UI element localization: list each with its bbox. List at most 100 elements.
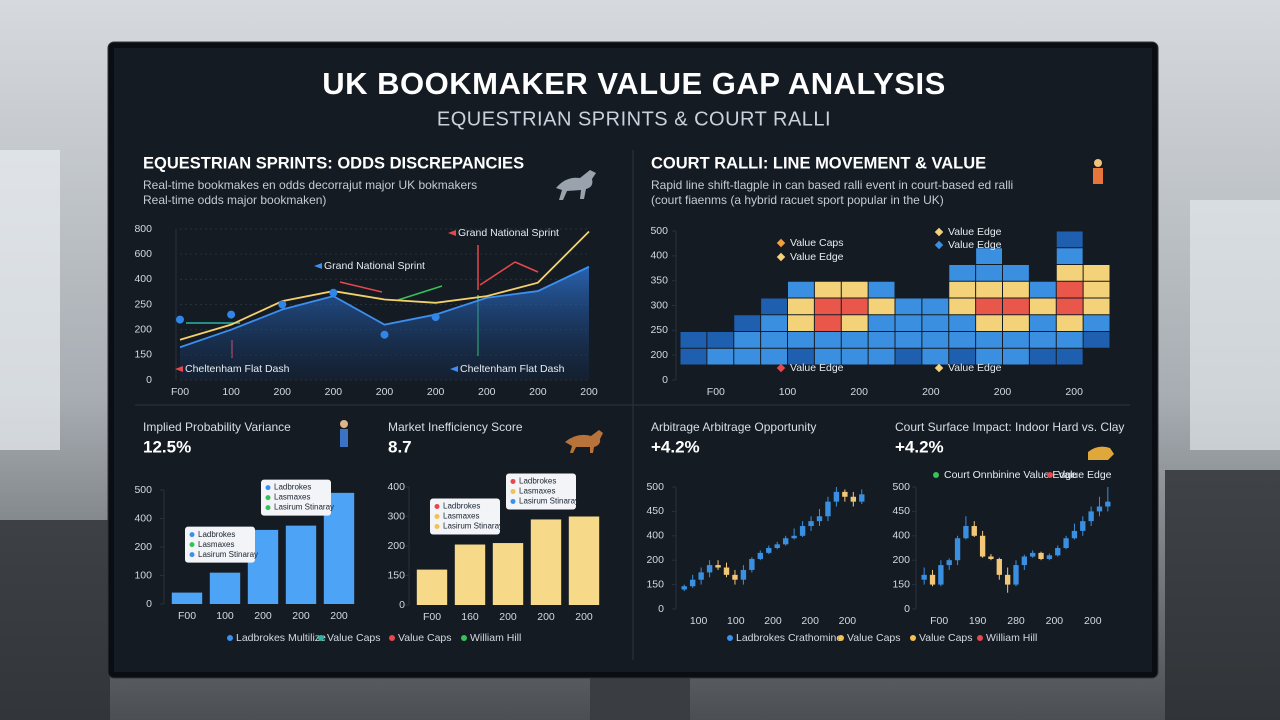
- x-tick-label: 200: [325, 386, 343, 398]
- legend-label: Value Edge: [948, 239, 1002, 251]
- cat-icon: [1088, 446, 1114, 460]
- horse-icon: [565, 430, 603, 453]
- candle-body: [681, 586, 687, 590]
- x-tick-label: 200: [994, 386, 1012, 398]
- heat-cell: [1003, 281, 1029, 298]
- x-tick-label: 200: [529, 386, 547, 398]
- heat-cell: [1056, 231, 1083, 248]
- x-tick-label: 100: [779, 386, 797, 398]
- legend-swatch: [934, 363, 944, 373]
- callout-text: Ladbrokes: [198, 530, 235, 539]
- area: [180, 266, 589, 380]
- heat-cell: [1056, 248, 1083, 264]
- legend-label: Value Edge: [1058, 469, 1112, 481]
- y-tick-label: 0: [662, 374, 668, 386]
- heat-cell: [1003, 348, 1029, 365]
- x-tick-label: 200: [273, 386, 291, 398]
- bar: [171, 592, 203, 604]
- y-tick-label: 250: [134, 298, 152, 310]
- line: [179, 265, 590, 349]
- candle-body: [1030, 552, 1036, 557]
- heat-cell: [1003, 265, 1029, 281]
- candle-body: [996, 558, 1002, 575]
- heat-cell: [922, 298, 949, 315]
- player-icon: [1094, 159, 1102, 167]
- callout-text: Ladbrokes: [443, 502, 480, 511]
- candle-body: [1080, 521, 1086, 531]
- legend-swatch: [1047, 472, 1053, 478]
- chair: [1165, 470, 1280, 720]
- x-tick-label: 200: [764, 615, 782, 627]
- annotation-marker: [314, 263, 322, 269]
- legend-label: Value Edge: [948, 362, 1002, 374]
- heat-cell: [814, 315, 841, 331]
- callout-dot: [434, 504, 440, 510]
- candle-body: [971, 526, 977, 536]
- heat-cell: [814, 348, 841, 365]
- heat-cell: [1083, 298, 1110, 315]
- bar: [416, 569, 448, 605]
- player-icon: [1093, 168, 1103, 184]
- candle-body: [799, 526, 806, 536]
- y-tick-label: 250: [650, 324, 668, 336]
- x-tick-label: 100: [222, 386, 240, 398]
- annotation-arrows: [186, 245, 539, 358]
- candle-body: [749, 558, 755, 570]
- y-tick-label: 200: [134, 541, 152, 553]
- legend-label: Value Edge: [790, 362, 844, 374]
- heat-cell: [734, 315, 761, 331]
- heat-cell: [841, 348, 868, 365]
- heat-cell: [680, 348, 707, 365]
- y-tick-label: 500: [892, 481, 910, 493]
- heat-cell: [788, 315, 814, 331]
- x-tick-label: 200: [499, 611, 517, 623]
- kpi-value: +4.2%: [651, 437, 700, 456]
- heat-cell: [814, 298, 841, 315]
- heat-cell: [949, 298, 976, 315]
- y-tick-label: 200: [650, 349, 668, 361]
- heat-cell: [761, 298, 787, 315]
- callout-dot: [265, 495, 271, 501]
- heat-cell: [841, 281, 868, 298]
- heat-cell: [949, 315, 976, 331]
- candle-body: [715, 565, 721, 568]
- bar: [285, 525, 317, 604]
- candle-body: [1088, 511, 1094, 522]
- candle-body: [774, 544, 780, 548]
- candle-body: [1071, 530, 1078, 539]
- heat-cell: [949, 332, 976, 348]
- x-tick-label: 200: [1065, 386, 1083, 398]
- callout-text: Lasirum Stinaray: [274, 503, 334, 512]
- heat-cell: [976, 348, 1002, 365]
- y-tick-label: 350: [650, 274, 668, 286]
- candle-body: [946, 560, 952, 566]
- x-tick-label: 200: [850, 386, 868, 398]
- chair: [0, 520, 110, 720]
- heat-cell: [868, 332, 895, 348]
- y-tick-label: 0: [658, 603, 664, 615]
- x-tick-label: 160: [461, 611, 479, 623]
- bar: [492, 543, 524, 605]
- callout: [506, 473, 576, 510]
- kpi-value: 8.7: [388, 437, 412, 456]
- callout-dot: [189, 552, 195, 558]
- legend-label: Ladbrokes Multilize: [236, 632, 326, 644]
- heat-cell: [895, 315, 922, 331]
- candle-body: [698, 572, 704, 580]
- player-icon: [340, 420, 348, 428]
- heat-cell: [868, 281, 895, 298]
- heat-cell: [895, 332, 922, 348]
- legend-swatch: [389, 635, 395, 641]
- y-tick-label: 200: [646, 554, 664, 566]
- annotation: Grand National Sprint: [458, 227, 559, 239]
- x-tick-label: 280: [1007, 615, 1025, 627]
- x-tick-label: 100: [216, 610, 234, 622]
- heat-cell: [949, 348, 976, 365]
- x-tick-label: F00: [930, 615, 948, 627]
- heat-cell: [1083, 265, 1110, 281]
- candle-body: [979, 535, 986, 557]
- legend-label: Value Edge: [790, 251, 844, 263]
- heat-cell: [734, 348, 761, 365]
- heat-cell: [1003, 332, 1029, 348]
